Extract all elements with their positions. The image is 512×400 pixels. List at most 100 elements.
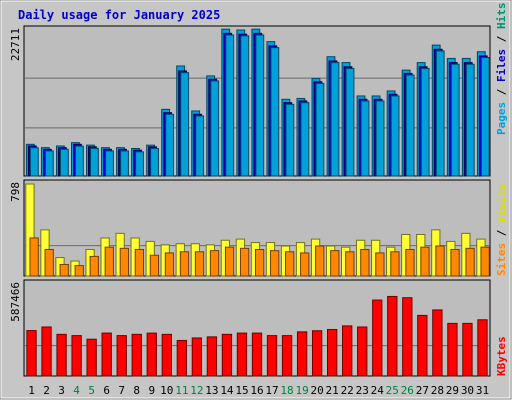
x-tick-label-day-19: 19 <box>295 384 308 397</box>
bar-bottom-kbytes-day-23 <box>357 326 368 377</box>
bar-bottom-kbytes-day-6 <box>101 332 112 377</box>
x-tick-label-day-24: 24 <box>371 384 385 397</box>
bar-top-pages-day-10 <box>165 113 175 177</box>
x-tick-label-day-9: 9 <box>148 384 155 397</box>
bar-bottom-kbytes-day-26 <box>402 297 413 377</box>
legend-pages: Pages <box>495 102 508 135</box>
bar-bottom-kbytes-day-22 <box>342 325 353 377</box>
bar-top-pages-day-23 <box>360 100 370 177</box>
x-tick-label-day-30: 30 <box>461 384 474 397</box>
bar-bottom-kbytes-day-18 <box>281 335 293 377</box>
bar-bottom-kbytes-day-11 <box>176 339 187 377</box>
x-tick-label-day-14: 14 <box>220 384 234 397</box>
x-tick-label-day-23: 23 <box>356 384 369 397</box>
x-tick-label-day-8: 8 <box>133 384 140 397</box>
bar-middle-sites-day-21 <box>330 250 340 277</box>
bar-top-pages-day-2 <box>44 150 54 177</box>
bar-bottom-kbytes-day-24 <box>372 299 383 377</box>
bar-middle-sites-day-22 <box>345 251 355 277</box>
bar-middle-sites-day-5 <box>89 255 99 277</box>
bar-middle-sites-day-16 <box>255 248 265 277</box>
bottom-panel-ymax-label: 587466 <box>9 282 22 322</box>
bar-top-pages-day-20 <box>315 82 325 177</box>
bar-bottom-kbytes-day-8 <box>131 333 142 377</box>
legend-hits: Hits <box>495 3 508 30</box>
top-panel-legend: Pages / Files / Hits <box>495 3 508 136</box>
bar-top-pages-day-19 <box>300 102 310 177</box>
bar-middle-sites-day-11 <box>179 251 190 277</box>
bar-bottom-kbytes-day-29 <box>447 322 458 377</box>
bar-middle-sites-day-4 <box>74 265 84 277</box>
bar-bottom-kbytes-day-19 <box>296 331 308 377</box>
bar-top-pages-day-21 <box>330 62 340 177</box>
bar-top-pages-day-30 <box>465 63 475 177</box>
bar-top-pages-day-16 <box>255 34 265 177</box>
bar-bottom-kbytes-day-5 <box>86 338 97 377</box>
bar-bottom-kbytes-day-17 <box>266 335 278 377</box>
bar-bottom-kbytes-day-12 <box>191 337 203 377</box>
bar-top-pages-day-3 <box>59 148 69 177</box>
bar-top-pages-day-12 <box>195 115 205 177</box>
x-tick-label-day-28: 28 <box>431 384 444 397</box>
bar-top-pages-day-26 <box>405 74 415 177</box>
x-tick-label-day-1: 1 <box>28 384 35 397</box>
bar-bottom-kbytes-day-13 <box>206 336 218 377</box>
bar-top-pages-day-11 <box>180 72 190 177</box>
middle-panel-legend: Sites / Visits <box>495 183 508 276</box>
legend-kbytes: KBytes <box>495 336 508 376</box>
bar-middle-sites-day-24 <box>375 252 385 277</box>
x-tick-label-day-26: 26 <box>401 384 414 397</box>
bar-top-pages-day-13 <box>210 80 220 177</box>
bar-top-pages-day-17 <box>270 47 280 177</box>
x-tick-label-day-2: 2 <box>43 384 50 397</box>
bar-top-pages-day-28 <box>435 50 445 177</box>
x-tick-label-day-5: 5 <box>88 384 95 397</box>
x-tick-label-day-3: 3 <box>58 384 65 397</box>
x-tick-label-day-17: 17 <box>265 384 278 397</box>
x-axis-labels: 1 2 3 4 5 6 7 8 9 10 11 12 13 14 15 16 17 18 19 20 21 22 23 24 2… <box>28 384 489 397</box>
bar-bottom-kbytes-day-3 <box>56 333 67 377</box>
bar-bottom-kbytes-day-15 <box>236 332 248 377</box>
x-tick-label-day-15: 15 <box>235 384 248 397</box>
x-tick-label-day-4: 4 <box>73 384 80 397</box>
legend-sites: Sites <box>495 243 508 276</box>
x-tick-label-day-25: 25 <box>386 384 399 397</box>
bar-top-pages-day-8 <box>135 151 144 177</box>
bar-top-pages-day-14 <box>225 34 235 177</box>
bar-middle-sites-day-10 <box>164 252 175 277</box>
bar-middle-sites-day-18 <box>285 251 295 277</box>
bar-middle-sites-day-2 <box>44 248 54 277</box>
bar-middle-sites-day-31 <box>480 246 490 277</box>
bar-middle-sites-day-3 <box>59 263 69 277</box>
x-tick-label-day-13: 13 <box>205 384 218 397</box>
bar-top-pages-day-5 <box>90 147 99 177</box>
bar-middle-sites-day-19 <box>300 252 310 277</box>
bar-middle-sites-day-8 <box>134 248 145 277</box>
bar-top-pages-day-6 <box>105 150 114 177</box>
bar-middle-sites-day-17 <box>270 250 280 277</box>
x-tick-label-day-27: 27 <box>416 384 429 397</box>
x-tick-label-day-6: 6 <box>103 384 110 397</box>
bar-middle-sites-day-25 <box>390 251 400 277</box>
bar-middle-sites-day-13 <box>209 250 220 277</box>
bar-middle-sites-day-1 <box>29 237 39 277</box>
bar-bottom-kbytes-day-30 <box>462 322 473 377</box>
bar-top-pages-day-27 <box>420 67 430 177</box>
legend-visits: Visits <box>495 183 508 223</box>
bar-middle-sites-day-14 <box>224 246 235 277</box>
bar-top-pages-day-9 <box>150 147 159 177</box>
top-panel-ymax-label: 22711 <box>9 28 22 61</box>
bar-middle-sites-day-6 <box>104 246 114 277</box>
bar-top-pages-day-24 <box>375 100 385 177</box>
bar-bottom-kbytes-day-14 <box>221 333 233 377</box>
x-tick-label-day-31: 31 <box>476 384 489 397</box>
bar-bottom-kbytes-day-4 <box>71 335 82 377</box>
bar-bottom-kbytes-day-20 <box>311 330 323 377</box>
bar-middle-sites-day-15 <box>239 247 250 277</box>
bar-bottom-kbytes-day-10 <box>161 333 172 377</box>
bar-top-pages-day-7 <box>120 150 129 177</box>
bar-bottom-kbytes-day-28 <box>432 309 443 377</box>
bar-top-pages-day-18 <box>285 103 295 177</box>
